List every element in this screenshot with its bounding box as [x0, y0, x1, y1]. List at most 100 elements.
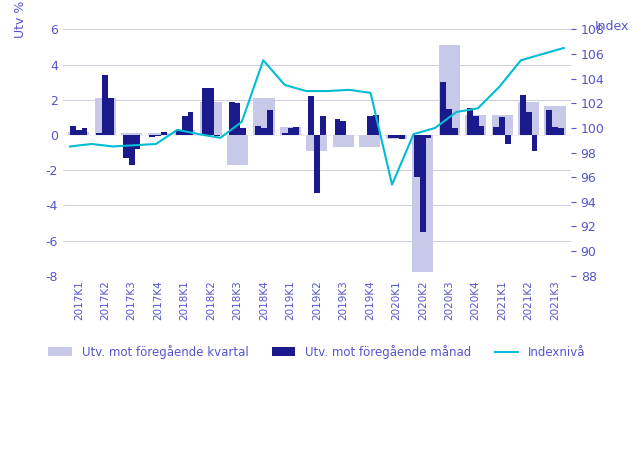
Indexnivå	[367, 90, 374, 96]
Bar	[227, 135, 248, 165]
Bar	[518, 103, 539, 135]
Indexnivå	[302, 89, 310, 94]
Bar	[134, 135, 140, 149]
Bar	[161, 132, 167, 135]
Indexnivå	[474, 106, 482, 111]
Bar	[386, 135, 407, 138]
Bar	[229, 102, 235, 135]
Indexnivå	[388, 182, 396, 188]
Bar	[439, 45, 460, 135]
Bar	[293, 127, 299, 135]
Bar	[373, 115, 379, 135]
Bar	[203, 88, 208, 135]
Indexnivå	[131, 143, 138, 148]
Bar	[452, 128, 458, 135]
Indexnivå	[152, 141, 159, 147]
Bar	[76, 130, 82, 135]
Bar	[174, 130, 195, 135]
Bar	[121, 133, 142, 135]
Bar	[287, 128, 293, 135]
Bar	[333, 135, 354, 148]
Bar	[446, 109, 452, 135]
Bar	[235, 104, 240, 135]
Bar	[340, 121, 347, 135]
Bar	[414, 135, 420, 177]
Bar	[412, 135, 433, 272]
Bar	[547, 110, 552, 135]
Bar	[526, 112, 532, 135]
Bar	[545, 106, 566, 135]
Bar	[388, 135, 394, 138]
Indexnivå	[345, 87, 353, 93]
Bar	[334, 119, 340, 135]
Bar	[426, 135, 431, 138]
Bar	[465, 115, 486, 135]
Bar	[255, 126, 261, 135]
Bar	[467, 108, 473, 135]
Y-axis label: Index: Index	[594, 20, 629, 33]
Bar	[314, 135, 320, 193]
Bar	[493, 127, 499, 135]
Bar	[520, 94, 526, 135]
Indexnivå	[259, 58, 267, 63]
Bar	[420, 135, 426, 232]
Bar	[399, 135, 405, 138]
Indexnivå	[87, 141, 95, 147]
Bar	[505, 135, 511, 144]
Bar	[473, 116, 478, 135]
Bar	[478, 126, 484, 135]
Bar	[214, 135, 220, 136]
Indexnivå	[217, 135, 224, 141]
Bar	[240, 128, 246, 135]
Bar	[320, 116, 325, 135]
Bar	[182, 116, 188, 135]
Legend: Utv. mot föregående kvartal, Utv. mot föregående månad, Indexnivå: Utv. mot föregående kvartal, Utv. mot fö…	[44, 340, 590, 363]
Bar	[155, 135, 161, 136]
Bar	[552, 127, 558, 135]
Bar	[129, 135, 134, 165]
Indexnivå	[517, 58, 525, 63]
Bar	[96, 133, 102, 135]
Indexnivå	[410, 131, 417, 137]
Bar	[308, 96, 314, 135]
Indexnivå	[324, 89, 332, 94]
Bar	[68, 132, 89, 135]
Indexnivå	[281, 82, 289, 88]
Bar	[208, 89, 214, 135]
Bar	[280, 127, 301, 135]
Bar	[558, 128, 564, 135]
Bar	[176, 130, 182, 135]
Bar	[267, 109, 273, 135]
Indexnivå	[66, 144, 74, 149]
Bar	[394, 135, 399, 138]
Indexnivå	[496, 84, 503, 89]
Indexnivå	[174, 127, 181, 133]
Indexnivå	[195, 131, 203, 137]
Bar	[82, 128, 87, 135]
Bar	[532, 135, 538, 151]
Bar	[253, 98, 275, 135]
Indexnivå	[538, 51, 546, 57]
Bar	[108, 98, 114, 135]
Bar	[359, 135, 381, 148]
Indexnivå	[238, 119, 246, 124]
Bar	[282, 133, 287, 135]
Bar	[440, 82, 446, 135]
Bar	[149, 135, 155, 137]
Y-axis label: Utv %: Utv %	[14, 1, 27, 38]
Indexnivå	[453, 109, 460, 115]
Indexnivå	[431, 125, 439, 131]
Bar	[499, 117, 505, 135]
Indexnivå	[109, 144, 117, 149]
Bar	[70, 126, 76, 135]
Bar	[261, 128, 267, 135]
Bar	[147, 133, 168, 135]
Bar	[95, 98, 116, 135]
Bar	[188, 112, 194, 135]
Indexnivå	[560, 45, 568, 51]
Bar	[491, 115, 512, 135]
Line: Indexnivå: Indexnivå	[70, 48, 564, 185]
Bar	[123, 135, 129, 158]
Bar	[306, 135, 327, 151]
Bar	[201, 103, 222, 135]
